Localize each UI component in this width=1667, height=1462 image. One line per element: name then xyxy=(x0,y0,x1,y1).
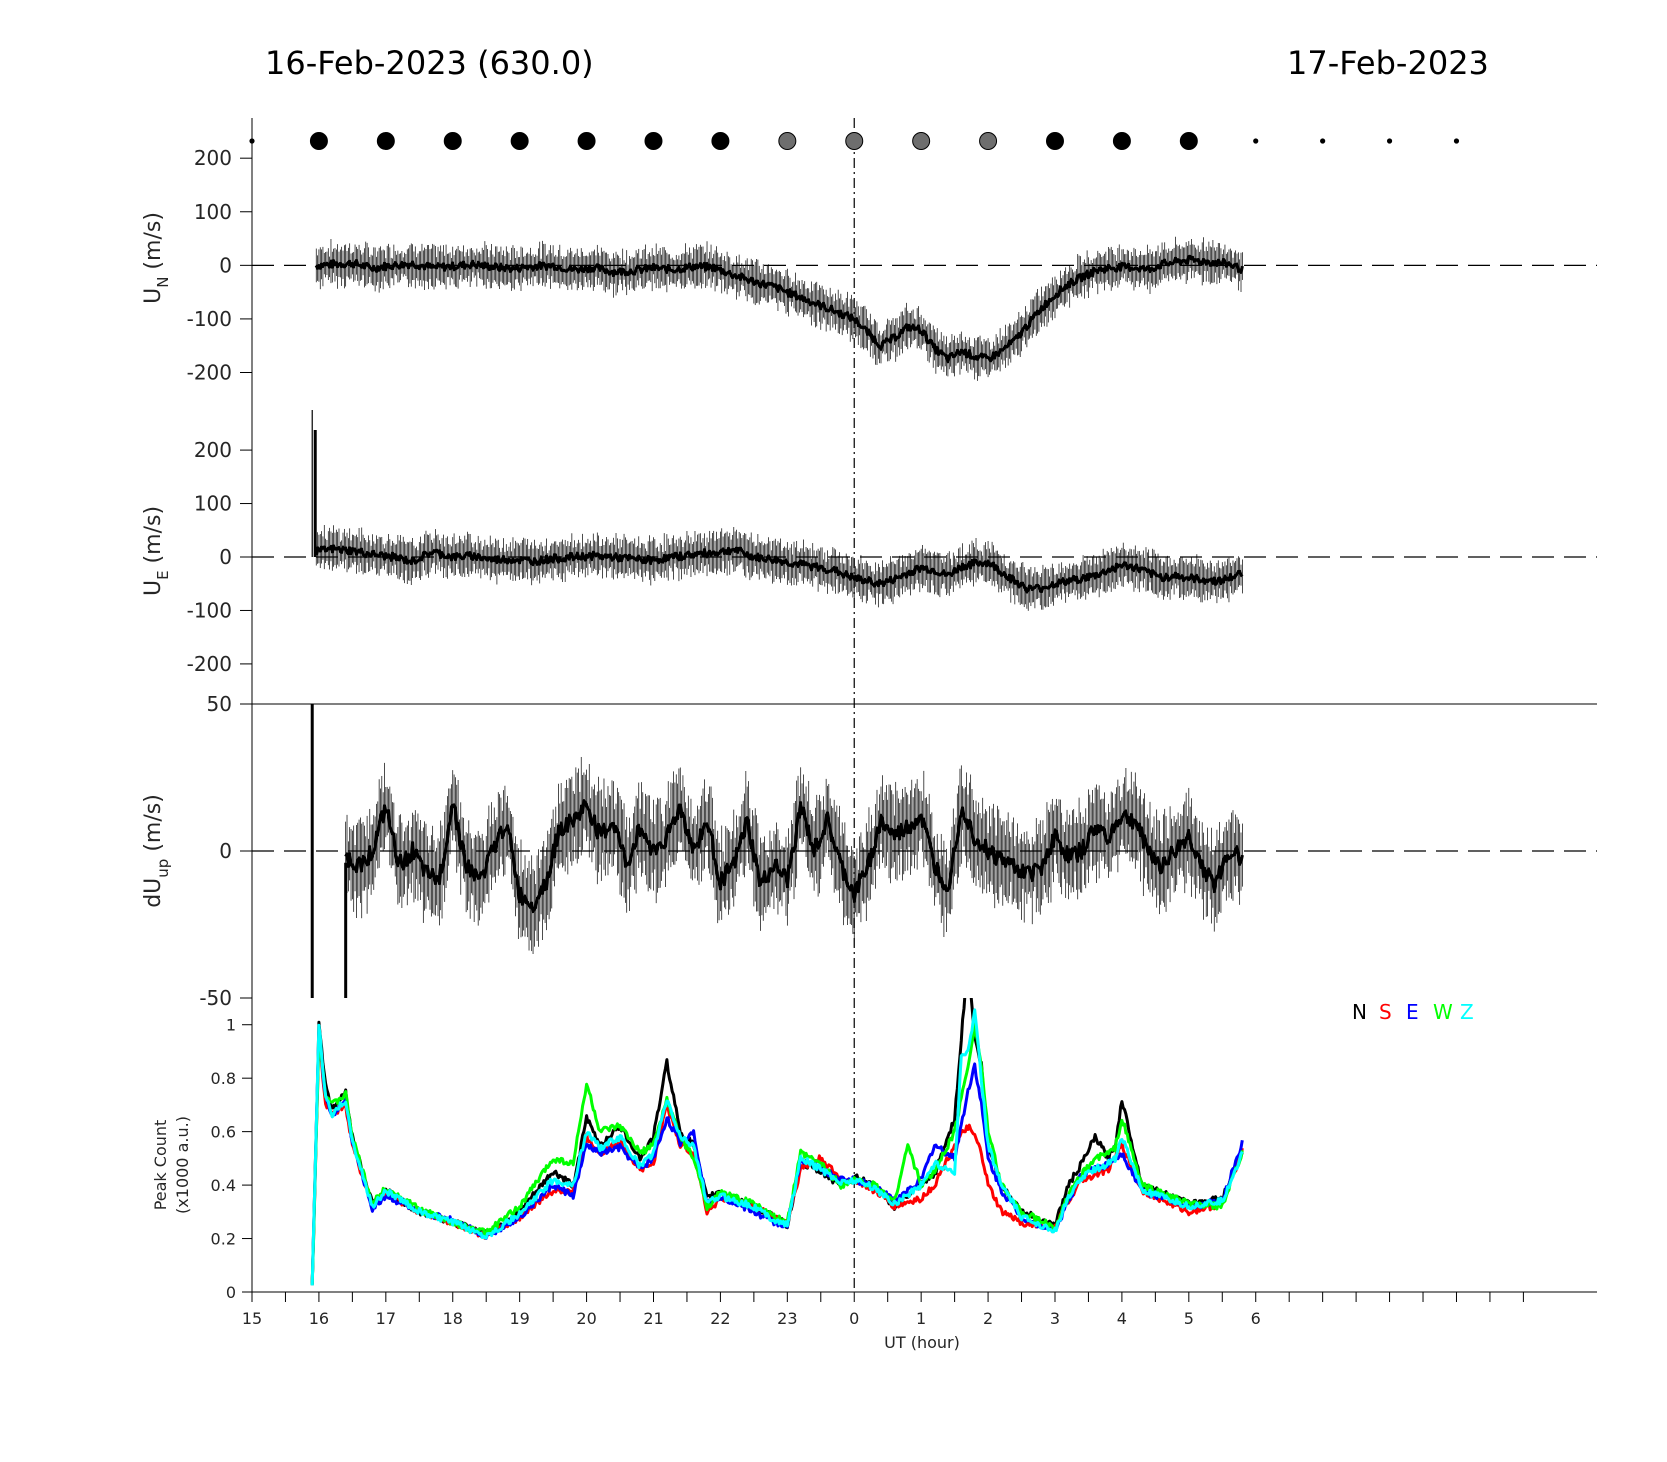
panel-un: -200 -100 0 100 200 UN (m/s) xyxy=(141,118,1597,410)
panel-dup: -50 0 50 dUup (m/s) xyxy=(141,692,1597,1010)
sky-dot-clear xyxy=(979,132,998,150)
legend-N: N xyxy=(1352,1000,1367,1024)
panel-ue: -200 -100 0 100 200 UE (m/s) xyxy=(141,410,1597,704)
y-tick-label: -200 xyxy=(187,652,232,676)
y-tick-label: 0 xyxy=(219,545,232,569)
legend-S: S xyxy=(1379,1000,1392,1024)
x-tick-label: 3 xyxy=(1050,1309,1060,1328)
y-axis-label: dUup (m/s) xyxy=(141,794,172,908)
x-tick-label: 17 xyxy=(376,1309,396,1328)
y-tick-label: -50 xyxy=(199,986,232,1010)
y-tick-label: 0 xyxy=(226,1283,236,1302)
y-tick-label: -100 xyxy=(187,598,232,622)
sky-dot-small xyxy=(1453,138,1460,144)
series-line-dup xyxy=(344,798,1244,914)
title-date-right: 17-Feb-2023 xyxy=(1287,44,1489,82)
y-tick-label: 200 xyxy=(194,438,232,462)
y-tick-label: 0.6 xyxy=(211,1123,236,1142)
x-tick-label: 1 xyxy=(916,1309,926,1328)
x-tick-label: 4 xyxy=(1117,1309,1127,1328)
sky-dot-cloudy xyxy=(1112,132,1131,150)
x-tick-label: 2 xyxy=(983,1309,993,1328)
error-bars xyxy=(315,236,1243,381)
sky-dot-cloudy xyxy=(510,132,529,150)
title-date-left: 16-Feb-2023 (630.0) xyxy=(265,44,594,82)
y-axis-label: Peak Count (x1000 a.u.) xyxy=(151,1116,192,1214)
sky-dot-clear xyxy=(778,132,797,150)
sky-dot-cloudy xyxy=(711,132,730,150)
y-tick-label: 0.4 xyxy=(211,1176,236,1195)
series-line-W xyxy=(310,1021,1244,1286)
series-line-ue xyxy=(314,544,1244,594)
x-axis-label: UT (hour) xyxy=(884,1333,960,1352)
x-tick-label: 16 xyxy=(309,1309,329,1328)
sky-dot-small xyxy=(1320,138,1326,144)
sky-dot-cloudy xyxy=(1179,132,1198,150)
legend-E: E xyxy=(1406,1000,1419,1024)
y-tick-label: 0.8 xyxy=(211,1069,236,1088)
legend-W: W xyxy=(1433,1000,1453,1024)
y-axis-label: UE (m/s) xyxy=(141,506,172,596)
sky-dot-cloudy xyxy=(644,132,663,150)
y-tick-label: 50 xyxy=(207,692,232,716)
y-tick-label: 100 xyxy=(194,492,232,516)
x-tick-label: 23 xyxy=(777,1309,797,1328)
x-tick-label: 21 xyxy=(643,1309,663,1328)
legend-Z: Z xyxy=(1460,1000,1474,1024)
x-tick-label: 20 xyxy=(576,1309,596,1328)
x-tick-label: 0 xyxy=(849,1309,859,1328)
series-line-un xyxy=(314,254,1244,364)
x-tick-label: 22 xyxy=(710,1309,730,1328)
y-tick-label: 0 xyxy=(219,839,232,863)
series-line-N xyxy=(310,998,1244,1284)
sky-dot-cloudy xyxy=(376,132,395,150)
series-line-S xyxy=(310,1033,1244,1284)
x-tick-label: 15 xyxy=(242,1309,262,1328)
x-tick-label: 5 xyxy=(1184,1309,1194,1328)
series-line-E xyxy=(310,1030,1244,1286)
error-bars xyxy=(315,524,1243,611)
sky-dot-cloudy xyxy=(443,132,462,150)
x-tick-label: 19 xyxy=(509,1309,529,1328)
sky-dot-small xyxy=(1253,138,1259,144)
y-tick-label: 100 xyxy=(194,200,232,224)
y-tick-label: 0 xyxy=(219,253,232,277)
sky-dot-cloudy xyxy=(577,132,596,150)
y-tick-label: 0.2 xyxy=(211,1230,236,1249)
x-tick-label: 6 xyxy=(1251,1309,1261,1328)
y-axis-label: UN (m/s) xyxy=(141,212,172,304)
sky-dot-clear xyxy=(845,132,864,150)
sky-dot-clear xyxy=(912,132,931,150)
sky-dot-cloudy xyxy=(1045,132,1064,150)
sky-dot-small xyxy=(1386,138,1393,144)
y-tick-label: 200 xyxy=(194,146,232,170)
y-tick-label: -200 xyxy=(187,360,232,384)
y-tick-label: 1 xyxy=(226,1016,236,1035)
series-line-Z xyxy=(310,1008,1244,1286)
y-tick-label: -100 xyxy=(187,307,232,331)
x-tick-label: 18 xyxy=(443,1309,463,1328)
sky-dot-cloudy xyxy=(309,132,328,150)
error-bars xyxy=(345,756,1243,954)
